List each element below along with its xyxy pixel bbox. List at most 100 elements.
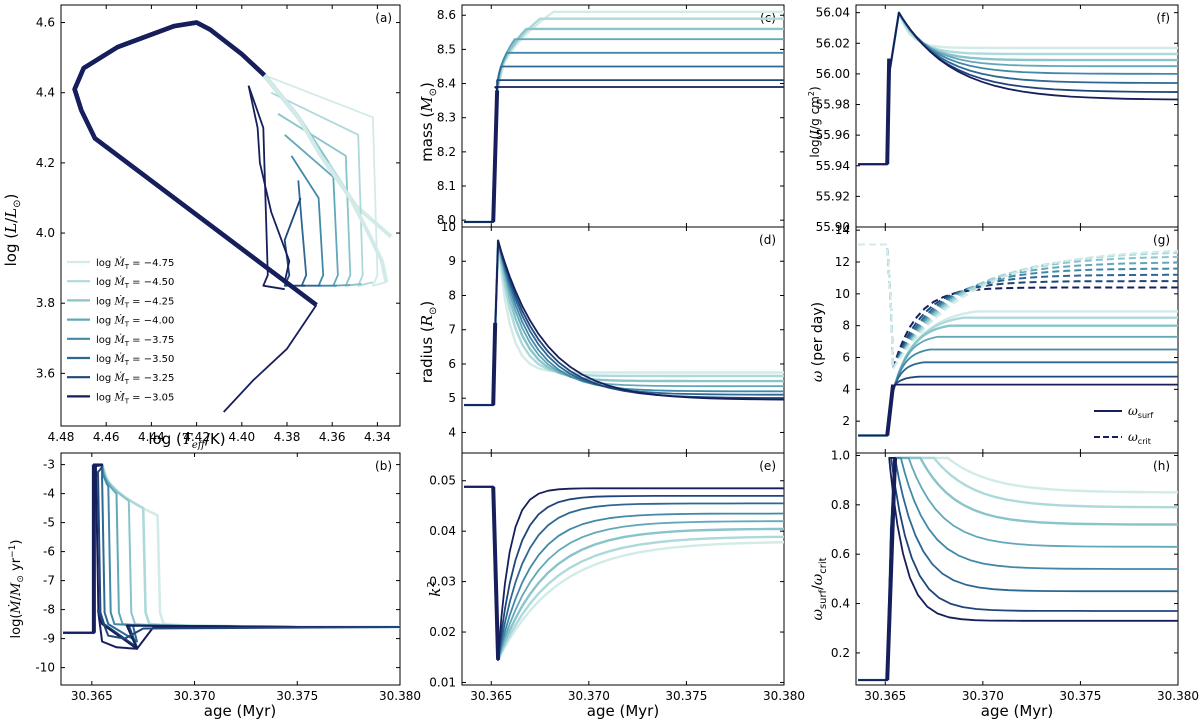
ytick-label-b: -4 bbox=[43, 487, 55, 501]
panel-c: 8.08.18.28.38.48.58.6 (c) bbox=[437, 4, 785, 228]
panel-a: 3.6 3.8 4.0 4.2 4.4 4.6 4.48 4.46 4.44 4.42 4.40 4.… bbox=[36, 4, 401, 444]
ytick-label-d: 5 bbox=[448, 391, 456, 405]
series-line-g-3 bbox=[858, 335, 1178, 437]
xtick-label-e: 30.375 bbox=[665, 689, 707, 703]
legend-a-label: log ṀT = −3.25 bbox=[96, 372, 174, 386]
ylabel-b: log(Ṁ/M⊙ yr−1) bbox=[7, 540, 26, 639]
series-line-f-0 bbox=[858, 11, 1178, 166]
xtick-label-e: 30.380 bbox=[763, 689, 805, 703]
ytick-label-e: 0.05 bbox=[429, 474, 456, 488]
series-line-h-6 bbox=[858, 457, 1178, 681]
series-line-h-onset bbox=[885, 457, 898, 681]
series-line-a-7 bbox=[247, 85, 291, 283]
series-line-a-3 bbox=[284, 134, 351, 287]
legend-a-label: log ṀT = −4.25 bbox=[96, 295, 174, 309]
ytick-label-d: 9 bbox=[448, 254, 456, 268]
xtick-label-e: 30.370 bbox=[568, 689, 610, 703]
legend-a-label: log ṀT = −3.05 bbox=[96, 391, 174, 405]
series-line-c-2 bbox=[464, 27, 784, 224]
panel-c-series bbox=[464, 10, 784, 224]
panel-b-series bbox=[63, 463, 400, 650]
ytick-label-a: 3.8 bbox=[36, 296, 55, 310]
ytick-label-g: 4 bbox=[842, 382, 850, 396]
series-line-a-0 bbox=[264, 74, 387, 287]
ytick-label-h: 0.2 bbox=[831, 646, 850, 660]
series-line-a-7 bbox=[223, 304, 318, 413]
panel-label-a: (a) bbox=[375, 11, 392, 25]
xtick-label-h: 30.380 bbox=[1157, 689, 1199, 703]
xlabel-b: age (Myr) bbox=[204, 702, 276, 720]
panel-label-b: (b) bbox=[375, 459, 392, 473]
series-line-b-7 bbox=[63, 463, 400, 650]
ylabel-e: k2 bbox=[426, 581, 444, 596]
ytick-label-g: 12 bbox=[835, 255, 850, 269]
legend-g: ωsurf ωcrit bbox=[1094, 404, 1153, 446]
series-line-a-2 bbox=[277, 113, 362, 287]
ytick-label-f: 55.94 bbox=[816, 159, 850, 173]
ytick-label-d: 10 bbox=[441, 220, 456, 234]
series-line-g-0 bbox=[858, 243, 1178, 370]
xtick-label-b: 30.370 bbox=[174, 689, 216, 703]
series-line-f-onset bbox=[885, 58, 892, 165]
series-line-d-onset bbox=[491, 322, 498, 406]
series-line-a-5 bbox=[297, 180, 321, 287]
xtick-label-a: 4.42 bbox=[183, 430, 210, 444]
series-line-a-1 bbox=[270, 91, 374, 287]
ytick-label-g: 2 bbox=[842, 414, 850, 428]
ytick-label-g: 14 bbox=[835, 223, 850, 237]
panel-h-series bbox=[858, 456, 1178, 682]
xlabel-a: log (Teff/K) bbox=[148, 430, 225, 451]
xtick-label-h: 30.370 bbox=[962, 689, 1004, 703]
ytick-label-c: 8.0 bbox=[437, 213, 456, 227]
ylabel-c: mass (M⊙) bbox=[418, 82, 439, 162]
panel-b: -3 -4 -5 -6 -7 -8 -9 -10 30.365 30.370 30.375 30.38… bbox=[35, 452, 421, 703]
panel-f: 55.90 55.92 55.94 55.96 55.98 56.00 56.02 56.04… bbox=[816, 4, 1179, 234]
series-line-b-7 bbox=[97, 609, 400, 650]
series-line-e-onset bbox=[491, 486, 501, 660]
ytick-label-c: 8.1 bbox=[437, 179, 456, 193]
ylabel-g: ω (per day) bbox=[810, 302, 826, 382]
ytick-label-b: -9 bbox=[43, 632, 55, 646]
legend-a: log ṀT = −4.75 log ṀT = −4.50 log ṀT = −4.… bbox=[67, 257, 174, 405]
series-line-h-1 bbox=[858, 456, 1178, 682]
panel-e-series bbox=[464, 485, 784, 661]
legend-g-crit-label: ωcrit bbox=[1128, 430, 1151, 446]
ytick-label-a: 4.0 bbox=[36, 226, 55, 240]
series-line-d-7 bbox=[464, 239, 784, 406]
ytick-label-f: 56.02 bbox=[816, 36, 850, 50]
legend-a-label: log ṀT = −3.50 bbox=[96, 353, 174, 367]
ylabel-h: ωsurf/ωcrit bbox=[810, 557, 829, 620]
ytick-label-c: 8.2 bbox=[437, 145, 456, 159]
series-line-f-2 bbox=[858, 11, 1178, 166]
ytick-label-h: 1.0 bbox=[831, 448, 850, 462]
series-line-h-2 bbox=[858, 456, 1178, 682]
ytick-label-e: 0.02 bbox=[429, 625, 456, 639]
ytick-label-e: 0.01 bbox=[429, 675, 456, 689]
ytick-label-a: 4.4 bbox=[36, 86, 55, 100]
series-line-h-7 bbox=[858, 457, 1178, 681]
panel-d-series bbox=[464, 239, 784, 407]
series-line-a-0 bbox=[262, 73, 389, 283]
xtick-label-a: 4.48 bbox=[48, 430, 75, 444]
series-line-g-5 bbox=[858, 361, 1178, 437]
ytick-label-h: 0.4 bbox=[831, 597, 850, 611]
series-line-a-6 bbox=[283, 197, 306, 287]
ytick-label-f: 55.98 bbox=[816, 98, 850, 112]
ytick-label-b: -8 bbox=[43, 603, 55, 617]
ylabel-a: log (L/L⊙) bbox=[2, 194, 23, 267]
ytick-label-e: 0.04 bbox=[429, 524, 456, 538]
panel-e: 0.01 0.02 0.03 0.04 0.05 30.365 30.370 30.375 30… bbox=[429, 452, 805, 703]
series-line-g-7 bbox=[858, 383, 1178, 437]
ytick-label-f: 55.90 bbox=[816, 220, 850, 234]
ytick-label-b: -3 bbox=[43, 458, 55, 472]
series-line-f-5 bbox=[858, 11, 1178, 166]
ytick-label-b: -7 bbox=[43, 574, 55, 588]
panel-b-frame bbox=[60, 452, 401, 686]
series-line-f-3 bbox=[858, 11, 1178, 166]
ytick-label-g: 6 bbox=[842, 351, 850, 365]
legend-a-label: log ṀT = −4.50 bbox=[96, 276, 174, 290]
panel-d-frame bbox=[461, 226, 785, 454]
ytick-label-b: -5 bbox=[43, 516, 55, 530]
series-line-a-4 bbox=[290, 155, 337, 287]
ytick-label-d: 6 bbox=[448, 357, 456, 371]
